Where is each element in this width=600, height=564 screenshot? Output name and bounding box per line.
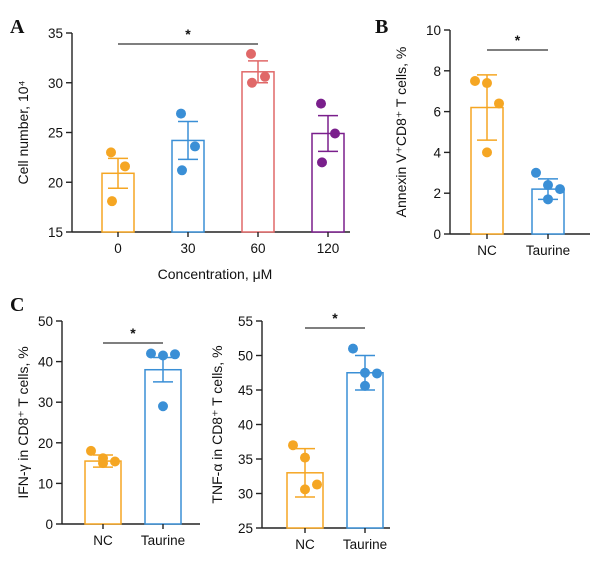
data-point bbox=[86, 445, 96, 456]
data-point bbox=[158, 401, 168, 412]
data-point bbox=[190, 141, 200, 152]
y-tick-label: 50 bbox=[238, 349, 253, 364]
bar-Taurine bbox=[346, 372, 384, 529]
significance-marker: * bbox=[332, 310, 338, 326]
data-point bbox=[543, 180, 553, 191]
y-tick-label: 4 bbox=[433, 145, 441, 160]
y-axis-title: IFN-γ in CD8⁺ T cells, % bbox=[15, 346, 31, 498]
y-tick-label: 25 bbox=[238, 521, 253, 536]
data-point bbox=[110, 456, 120, 467]
y-tick-label: 30 bbox=[48, 76, 63, 91]
chart-panel-d: 25 30 35 40 45 50 55 NC Taurine * TNF-α in CD8⁺ T … bbox=[209, 310, 390, 552]
data-point bbox=[106, 147, 116, 158]
data-point bbox=[482, 78, 492, 89]
y-axis-title: TNF-α in CD8⁺ T cells, % bbox=[209, 345, 225, 503]
x-axis-title: Concentration, μM bbox=[158, 266, 273, 282]
y-tick-label: 40 bbox=[238, 418, 253, 433]
chart-panel-a: A 15 20 25 30 35 0 30 60 120 * Cell number, 10⁴ Conc… bbox=[10, 16, 350, 282]
y-tick-label: 35 bbox=[238, 452, 253, 467]
x-tick-label: 30 bbox=[180, 241, 195, 256]
data-point bbox=[360, 380, 370, 391]
y-tick-label: 10 bbox=[426, 23, 441, 38]
x-tick-label: Taurine bbox=[141, 533, 185, 548]
panel-letter: C bbox=[10, 294, 24, 316]
x-tick-label: NC bbox=[295, 537, 315, 552]
y-axis-title: Cell number, 10⁴ bbox=[15, 80, 31, 184]
x-tick-label: 120 bbox=[317, 241, 340, 256]
y-tick-label: 6 bbox=[433, 105, 441, 120]
y-tick-label: 55 bbox=[238, 314, 253, 329]
data-point bbox=[170, 349, 180, 360]
significance-marker: * bbox=[130, 325, 136, 341]
y-tick-label: 30 bbox=[238, 487, 253, 502]
data-point bbox=[494, 98, 504, 109]
data-point bbox=[120, 161, 130, 172]
x-tick-label: 60 bbox=[250, 241, 265, 256]
data-point bbox=[98, 458, 108, 469]
y-axis-title: Annexin V⁺CD8⁺ T cells, % bbox=[393, 47, 409, 218]
y-tick-label: 10 bbox=[38, 476, 53, 491]
y-tick-label: 0 bbox=[433, 227, 441, 242]
chart-panel-c: C 0 10 20 30 40 50 NC Taurine * IFN-γ in CD8⁺ T ce… bbox=[10, 294, 200, 548]
data-point bbox=[288, 440, 298, 451]
y-tick-label: 40 bbox=[38, 355, 53, 370]
y-tick-label: 50 bbox=[38, 314, 53, 329]
significance-marker: * bbox=[185, 26, 191, 42]
y-tick-label: 45 bbox=[238, 383, 253, 398]
data-point bbox=[543, 194, 553, 205]
y-tick-label: 0 bbox=[45, 517, 53, 532]
y-tick-label: 25 bbox=[48, 126, 63, 141]
data-point bbox=[300, 452, 310, 463]
panel-letter: A bbox=[10, 16, 25, 38]
data-point bbox=[177, 165, 187, 176]
x-tick-label: Taurine bbox=[526, 243, 570, 258]
data-point bbox=[300, 484, 310, 495]
data-point bbox=[246, 48, 256, 59]
y-tick-label: 8 bbox=[433, 64, 441, 79]
data-point bbox=[317, 157, 327, 168]
y-tick-label: 20 bbox=[38, 436, 53, 451]
x-tick-label: 0 bbox=[114, 241, 122, 256]
data-point bbox=[107, 196, 117, 207]
data-point bbox=[348, 343, 358, 354]
chart-panel-b: B 0 2 4 6 8 10 NC Taurine * Annexin V⁺CD8⁺ T cells… bbox=[375, 16, 590, 258]
data-point bbox=[312, 479, 322, 490]
data-point bbox=[330, 128, 340, 139]
data-point bbox=[260, 71, 270, 82]
y-tick-label: 35 bbox=[48, 26, 63, 41]
y-tick-label: 30 bbox=[38, 395, 53, 410]
data-point bbox=[372, 368, 382, 379]
x-tick-label: Taurine bbox=[343, 537, 387, 552]
data-point bbox=[247, 77, 257, 88]
data-point bbox=[531, 167, 541, 178]
data-point bbox=[470, 76, 480, 86]
bar-60 bbox=[241, 71, 275, 233]
data-point bbox=[482, 147, 492, 158]
data-point bbox=[316, 98, 326, 109]
data-point bbox=[555, 184, 565, 195]
data-point bbox=[360, 367, 370, 378]
data-point bbox=[176, 108, 186, 119]
bar-Taurine bbox=[144, 368, 182, 525]
y-tick-label: 20 bbox=[48, 175, 63, 190]
bar-NC bbox=[84, 460, 122, 525]
significance-marker: * bbox=[515, 32, 521, 48]
x-tick-label: NC bbox=[477, 243, 497, 258]
panel-letter: B bbox=[375, 16, 388, 38]
x-tick-label: NC bbox=[93, 533, 113, 548]
data-point bbox=[146, 348, 156, 359]
data-point bbox=[158, 350, 168, 361]
y-tick-label: 15 bbox=[48, 225, 63, 240]
y-tick-label: 2 bbox=[433, 186, 441, 201]
